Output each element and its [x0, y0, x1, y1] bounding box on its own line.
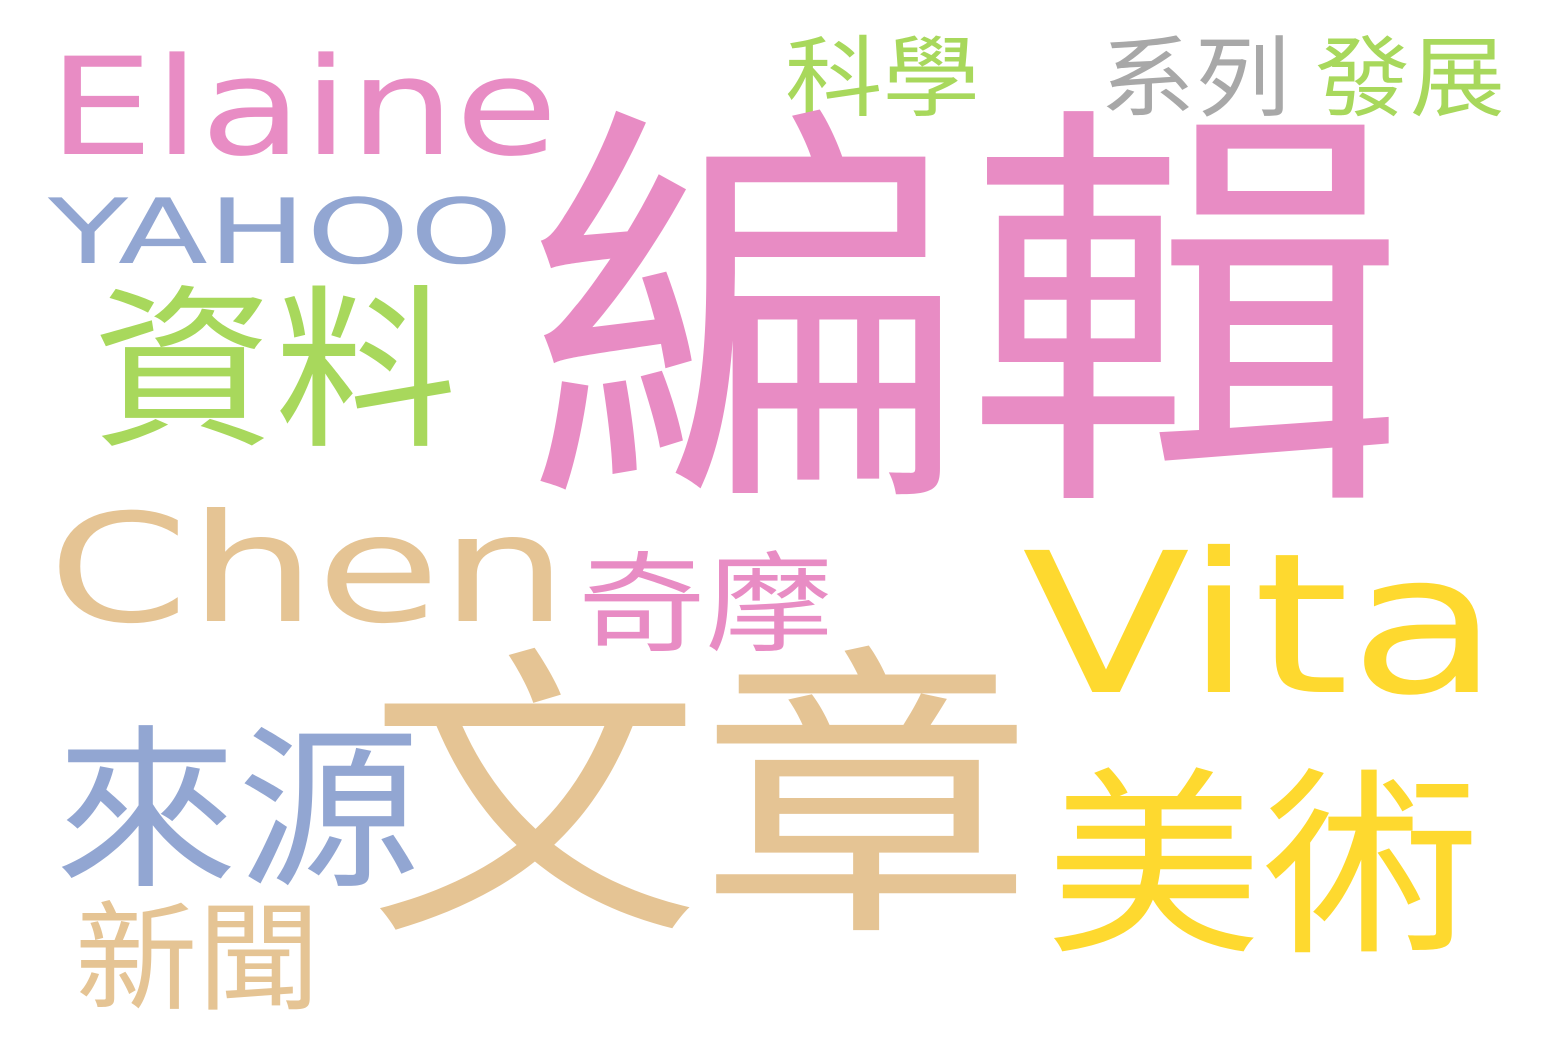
word-development: 發展 — [1315, 27, 1505, 130]
word-source: 來源 — [55, 711, 421, 914]
word-article: 文章 — [368, 623, 1034, 978]
word-data: 資料 — [92, 271, 458, 474]
word-chen: Chen — [48, 483, 569, 657]
word-elaine: Elaine — [48, 29, 559, 186]
word-yahoo: YAHOO — [48, 180, 513, 285]
word-kimo: 奇摩 — [578, 543, 834, 668]
word-news: 新聞 — [75, 890, 321, 1028]
word-vita: Vita — [1022, 511, 1501, 738]
word-editor: 編輯 — [525, 75, 1405, 564]
word-art: 美術 — [1045, 751, 1481, 984]
word-science: 科學 — [785, 27, 981, 130]
word-series: 系列 — [1100, 27, 1290, 130]
